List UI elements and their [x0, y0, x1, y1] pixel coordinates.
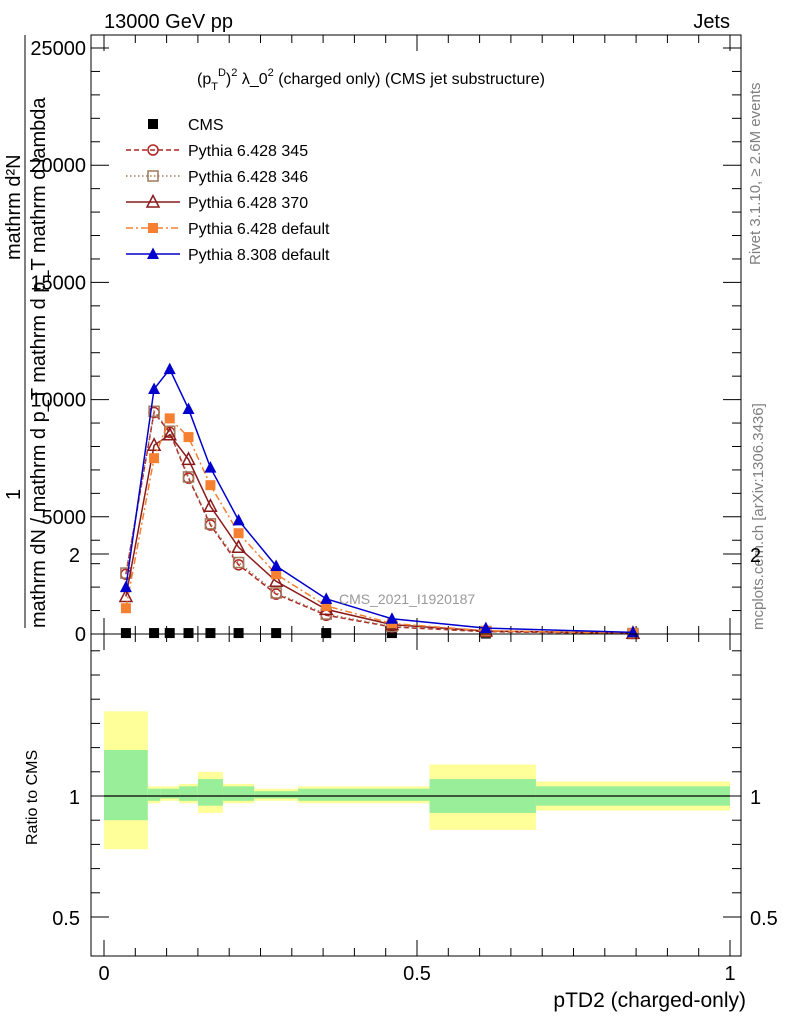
data-point: [321, 600, 332, 611]
analysis-watermark: CMS_2021_I1920187: [339, 591, 475, 607]
data-point: [232, 556, 245, 569]
data-point: [321, 628, 332, 639]
x-tick-label: 0.5: [403, 963, 431, 985]
data-point: [119, 580, 132, 593]
legend-label: Pythia 6.428 345: [188, 143, 308, 160]
data-point: [479, 621, 492, 634]
y-tick-label: 5000: [42, 507, 87, 529]
ratio-band-stat: [179, 786, 198, 801]
data-point: [205, 628, 216, 639]
series-line: [125, 410, 633, 635]
data-point: [164, 628, 175, 639]
ratio-band-stat: [160, 788, 180, 799]
data-point: [149, 628, 160, 639]
data-point: [270, 559, 283, 572]
data-point: [183, 628, 194, 639]
data-point: [205, 480, 216, 491]
legend-marker: [147, 170, 159, 182]
legend-label: Pythia 8.308 default: [188, 247, 330, 264]
data-point: [148, 382, 161, 395]
series-line: [125, 409, 633, 635]
legend-label: Pythia 6.428 default: [188, 221, 330, 238]
x-tick-label: 0: [98, 963, 109, 985]
legend-marker: [147, 144, 159, 156]
data-point: [164, 413, 175, 424]
data-point: [162, 426, 177, 441]
ratio-uncertainty-bands: [104, 711, 730, 850]
main-y-ticks: 0 5000 10000 15000 20000 25000: [30, 35, 741, 646]
data-point: [181, 451, 196, 466]
data-point: [118, 588, 134, 603]
main-plot-marks: [118, 362, 641, 640]
y-axis-label-numerator: mathrm d²N: [3, 154, 25, 260]
ratio-y-tick-label: 2: [69, 545, 80, 567]
data-point: [270, 587, 282, 599]
data-point: [163, 362, 176, 375]
ratio-y-tick-label-right: 2: [750, 545, 761, 567]
y-tick-label: 20000: [30, 155, 86, 177]
data-point: [233, 528, 244, 539]
legend-marker: [147, 247, 159, 259]
data-point: [233, 628, 244, 639]
data-point: [271, 569, 282, 580]
legend-marker: [148, 223, 158, 233]
data-point: [149, 453, 160, 464]
data-point: [182, 471, 195, 483]
side-label-mcplots: mcplots.cern.ch [arXiv:1306.3436]: [750, 403, 767, 630]
legend-marker: [145, 193, 161, 208]
side-label-rivet: Rivet 3.1.10, ≥ 2.6M events: [747, 83, 764, 266]
data-point: [120, 628, 131, 639]
ratio-plot-frame: [90, 633, 742, 957]
data-point: [320, 592, 333, 604]
data-point: [204, 518, 217, 530]
ratio-band-stat: [254, 791, 299, 799]
legend-label: Pythia 6.428 346: [188, 169, 308, 186]
ratio-band-stat: [298, 788, 430, 801]
data-point: [148, 405, 160, 418]
ratio-y-tick-label: 0.5: [52, 908, 80, 930]
ratio-y-tick-label: 1: [69, 787, 80, 809]
data-point: [120, 603, 131, 614]
data-point: [203, 498, 218, 513]
header-energy: 13000 GeV pp: [104, 11, 233, 33]
data-point: [204, 461, 217, 473]
y-axis-label-one: 1: [3, 489, 25, 500]
y-tick-label: 0: [75, 624, 86, 646]
data-point: [386, 628, 397, 639]
ratio-y-axis-label: Ratio to CMS: [24, 750, 41, 845]
data-point: [232, 513, 245, 526]
legend-marker: [148, 119, 158, 129]
legend-label: CMS: [188, 117, 224, 134]
data-point: [182, 402, 195, 414]
y-tick-label: 10000: [30, 390, 86, 412]
series-5: [119, 362, 639, 638]
ratio-axis-ticks: 0.5 0.5 1 1 2 2 0 0.5 1: [52, 545, 778, 985]
y-axis-label-denominator: mathrm dN / mathrm d p_T mathrm d p_T ma…: [28, 97, 50, 628]
data-point: [271, 628, 282, 639]
y-tick-label: 15000: [30, 272, 86, 294]
legend: CMS Pythia 6.428 345 Pythia 6.428 346 Pythi…: [126, 117, 330, 264]
data-point: [183, 432, 194, 443]
x-axis-label: pTD2 (charged-only): [553, 989, 746, 1012]
ratio-band-stat: [222, 786, 255, 801]
ratio-y-tick-label-right: 0.5: [750, 908, 778, 930]
header-process: Jets: [693, 11, 730, 33]
legend-label: Pythia 6.428 370: [188, 195, 308, 212]
data-point: [231, 539, 246, 554]
ratio-y-tick-label-right: 1: [750, 787, 761, 809]
ratio-band-stat: [147, 788, 161, 801]
data-point: [268, 573, 284, 588]
x-tick-label: 1: [724, 963, 735, 985]
data-point: [385, 612, 398, 624]
ratio-band-stat: [104, 750, 148, 821]
y-tick-label: 25000: [30, 38, 86, 60]
plot-title: (pTD)2 λ_02 (charged only) (CMS jet subs…: [197, 67, 545, 93]
data-point: [146, 437, 162, 452]
ratio-band-stat: [197, 779, 223, 806]
